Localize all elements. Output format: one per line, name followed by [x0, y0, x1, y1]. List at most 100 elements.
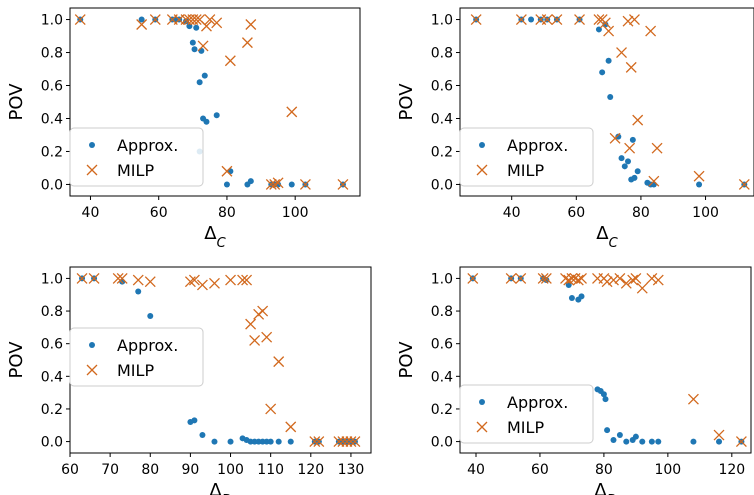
legend-approx-marker: [89, 142, 95, 148]
x-tick-label: 60: [61, 462, 79, 478]
milp-point: [209, 277, 220, 289]
approx-point: [631, 174, 638, 181]
milp-point: [624, 142, 636, 154]
milp-point: [272, 177, 284, 189]
approx-point: [629, 136, 636, 143]
y-tick-label: 0.8: [41, 304, 63, 320]
approx-point: [634, 168, 641, 175]
y-tick-label: 0.6: [41, 337, 63, 353]
legend-approx-marker: [479, 142, 485, 148]
approx-point: [213, 112, 220, 119]
approx-point: [275, 438, 282, 445]
y-tick-label: 1.0: [41, 271, 63, 287]
approx-point: [227, 438, 234, 445]
milp-point: [149, 14, 161, 26]
y-tick-label: 0.8: [431, 46, 453, 62]
milp-point: [603, 25, 615, 37]
x-tick-label: 100: [217, 462, 244, 478]
x-tick-label: 40: [503, 205, 521, 221]
chart-panel-4: 40 60 80 100 120 0.0 0.2 0.4 0.6 0.8 1.0 ΔD POV Appro…: [396, 266, 752, 495]
milp-point: [341, 436, 353, 448]
milp-point: [345, 436, 357, 448]
milp-point: [551, 14, 563, 26]
approx-point: [183, 18, 189, 25]
milp-point: [269, 178, 281, 190]
milp-point: [337, 436, 349, 448]
milp-point: [651, 142, 663, 154]
approx-point: [600, 391, 607, 398]
y-tick-label: 0.2: [41, 144, 63, 160]
legend: Approx. MILP: [69, 127, 204, 187]
approx-point: [198, 47, 205, 54]
milp-point: [646, 272, 658, 284]
x-tick-label: 40: [467, 462, 485, 478]
approx-point: [528, 16, 535, 23]
milp-point: [299, 178, 311, 190]
x-tick-label: 110: [257, 462, 284, 478]
milp-point: [116, 272, 128, 284]
chart-panel-2: 40 60 80 100 0.0 0.2 0.4 0.6 0.8 1.0 ΔC POV Approx. M…: [396, 7, 754, 251]
approx-point: [623, 438, 630, 445]
milp-point: [309, 436, 321, 448]
x-tick-label: 60: [150, 205, 168, 221]
x-axis-label: ΔD: [594, 480, 616, 495]
milp-point: [249, 334, 261, 346]
legend: Approx. MILP: [459, 127, 594, 187]
milp-point: [241, 274, 253, 286]
milp-point: [629, 14, 640, 26]
approx-point: [615, 133, 622, 140]
y-tick-label: 1.0: [41, 13, 63, 29]
x-tick-label: 40: [82, 205, 100, 221]
legend-milp-marker: [86, 364, 98, 376]
approx-point: [147, 312, 154, 319]
milp-point: [540, 272, 552, 284]
y-axis-label: POV: [396, 83, 417, 121]
y-tick-label: 0.0: [431, 435, 453, 451]
milp-point: [735, 436, 747, 448]
milp-point: [265, 403, 277, 415]
milp-point: [599, 17, 611, 29]
approx-point: [223, 181, 230, 188]
x-axis-label: ΔD: [209, 480, 231, 495]
milp-point: [470, 14, 482, 26]
milp-point: [144, 276, 156, 288]
milp-point: [608, 274, 619, 286]
milp-point: [245, 19, 257, 30]
x-tick-label: 120: [718, 462, 745, 478]
milp-point: [261, 331, 273, 343]
x-tick-label: 80: [632, 205, 650, 221]
x-tick-label: 80: [218, 205, 236, 221]
x-tick-label: 60: [567, 205, 585, 221]
y-tick-label: 0.4: [431, 369, 453, 385]
legend-label: MILP: [117, 361, 154, 380]
approx-point: [602, 396, 609, 403]
approx-point: [203, 118, 210, 125]
milp-point: [630, 272, 642, 284]
approx-point: [618, 155, 625, 162]
milp-point: [337, 178, 349, 190]
approx-point: [621, 163, 628, 170]
x-tick-label: 70: [101, 462, 119, 478]
milp-point: [537, 272, 549, 284]
milp-point: [313, 436, 325, 448]
approx-point: [696, 181, 703, 188]
milp-point: [196, 279, 208, 291]
legend-label: Approx.: [117, 136, 178, 155]
milp-point: [273, 356, 285, 368]
y-axis-label: POV: [396, 341, 417, 379]
legend-milp-marker: [476, 164, 488, 176]
milp-point: [241, 37, 253, 49]
x-tick-label: 80: [595, 462, 613, 478]
legend-label: MILP: [507, 418, 544, 437]
approx-point: [267, 438, 274, 445]
approx-point: [632, 433, 639, 440]
legend-milp-marker: [476, 421, 488, 433]
legend-frame: [69, 327, 204, 387]
x-tick-label: 80: [141, 462, 159, 478]
y-tick-label: 0.2: [431, 402, 453, 418]
milp-point: [625, 61, 637, 73]
legend-label: MILP: [117, 161, 154, 180]
milp-point: [645, 25, 657, 37]
milp-point: [572, 274, 584, 286]
